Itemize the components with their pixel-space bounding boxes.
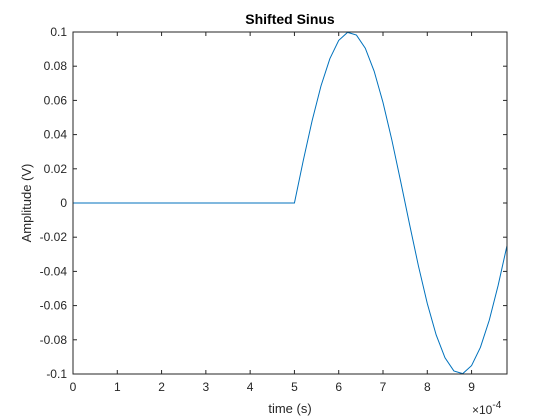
- y-tick-label: 0.08: [44, 59, 68, 73]
- x-exponent-label: ×10-4: [472, 400, 502, 417]
- y-axis-label: Amplitude (V): [19, 164, 34, 243]
- chart-title: Shifted Sinus: [245, 11, 335, 27]
- x-tick-label: 4: [247, 380, 254, 394]
- x-tick-label: 0: [70, 380, 77, 394]
- y-tick-label: -0.08: [40, 333, 68, 347]
- x-tick-label: 6: [335, 380, 342, 394]
- series-line: [73, 31, 508, 375]
- axes-box: [72, 31, 508, 375]
- x-exponent-power: -4: [492, 400, 501, 411]
- x-tick-label: 2: [158, 380, 165, 394]
- x-tick-label: 8: [424, 380, 431, 394]
- y-tick-label: -0.06: [40, 299, 68, 313]
- y-tick-label: 0.1: [50, 25, 67, 39]
- x-tick-label: 7: [380, 380, 387, 394]
- y-tick-label: 0.02: [44, 162, 68, 176]
- x-exponent-base: ×10: [472, 403, 493, 417]
- y-tick-label: -0.04: [40, 264, 68, 278]
- x-tick-label: 9: [468, 380, 475, 394]
- y-tick-label: 0: [60, 196, 67, 210]
- y-tick-label: 0.04: [44, 128, 68, 142]
- y-tick-label: -0.1: [46, 367, 67, 381]
- x-tick-label: 1: [114, 380, 121, 394]
- y-tick-label: 0.06: [44, 93, 68, 107]
- x-tick-label: 5: [291, 380, 298, 394]
- x-axis-label: time (s): [268, 401, 311, 416]
- x-tick-label: 3: [203, 380, 210, 394]
- y-tick-label: -0.02: [40, 230, 68, 244]
